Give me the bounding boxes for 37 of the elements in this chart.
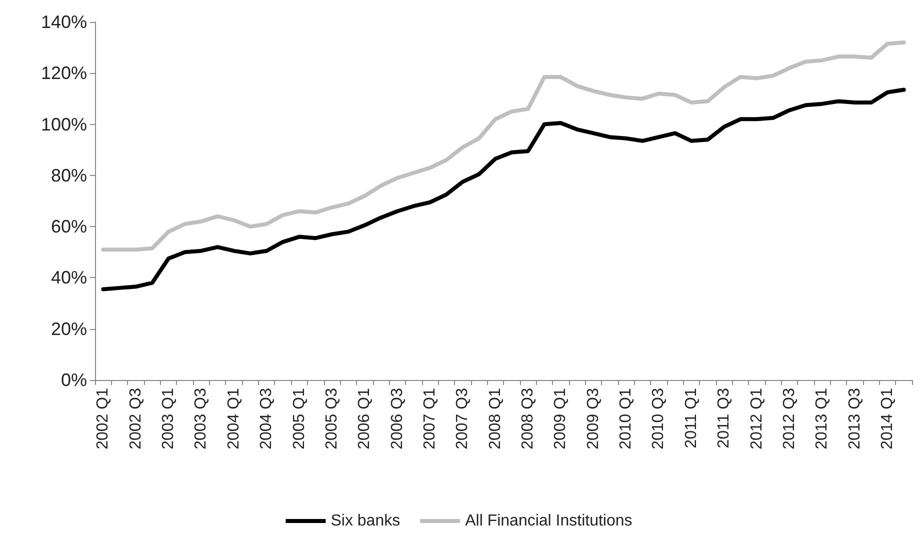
x-tick-label: 2004 Q3 bbox=[258, 388, 276, 450]
y-tick-label: 0% bbox=[60, 370, 87, 390]
y-tick-label: 120% bbox=[40, 63, 87, 84]
x-tick-label: 2012 Q3 bbox=[780, 388, 798, 450]
line-series bbox=[101, 40, 906, 252]
legend-label: Six banks bbox=[330, 512, 400, 530]
y-tick-label: 140% bbox=[40, 12, 87, 32]
y-tick-label: 100% bbox=[40, 114, 87, 134]
y-tick-label: 20% bbox=[50, 318, 87, 339]
x-tick-label: 2013 Q3 bbox=[846, 388, 864, 450]
x-tick-label: 2009 Q3 bbox=[584, 388, 602, 450]
x-tick-label: 2006 Q3 bbox=[388, 388, 406, 450]
line-series bbox=[101, 88, 906, 292]
x-tick-label: 2007 Q1 bbox=[421, 388, 438, 450]
x-tick-label: 2005 Q3 bbox=[323, 388, 340, 450]
x-tick-label: 2003 Q3 bbox=[192, 388, 210, 450]
x-tick-label: 2010 Q1 bbox=[618, 388, 635, 450]
x-tick-label: 2002 Q1 bbox=[94, 388, 112, 450]
y-tick-label: 40% bbox=[50, 268, 87, 288]
x-tick-label: 2013 Q1 bbox=[814, 388, 831, 450]
x-tick-label: 2008 Q1 bbox=[486, 388, 504, 450]
y-tick-label: 80% bbox=[50, 165, 87, 186]
y-tick-label: 60% bbox=[50, 216, 87, 237]
x-tick-label: 2004 Q1 bbox=[225, 388, 242, 450]
x-tick-label: 2011 Q3 bbox=[716, 388, 733, 448]
x-tick-label: 2009 Q1 bbox=[552, 388, 570, 450]
x-tick-label: 2005 Q1 bbox=[290, 388, 308, 450]
x-tick-label: 2003 Q1 bbox=[160, 388, 178, 450]
x-tick-label: 2010 Q3 bbox=[650, 388, 668, 450]
x-tick-label: 2008 Q3 bbox=[520, 388, 537, 450]
x-tick-label: 2006 Q1 bbox=[356, 388, 374, 450]
x-tick-label: 2007 Q3 bbox=[454, 388, 472, 450]
x-tick-label: 2002 Q3 bbox=[127, 388, 144, 450]
legend-label: All Financial Institutions bbox=[465, 512, 632, 530]
x-tick-label: 2012 Q1 bbox=[748, 388, 766, 450]
x-tick-label: 2011 Q1 bbox=[682, 388, 700, 448]
x-tick-label: 2014 Q1 bbox=[878, 388, 896, 450]
